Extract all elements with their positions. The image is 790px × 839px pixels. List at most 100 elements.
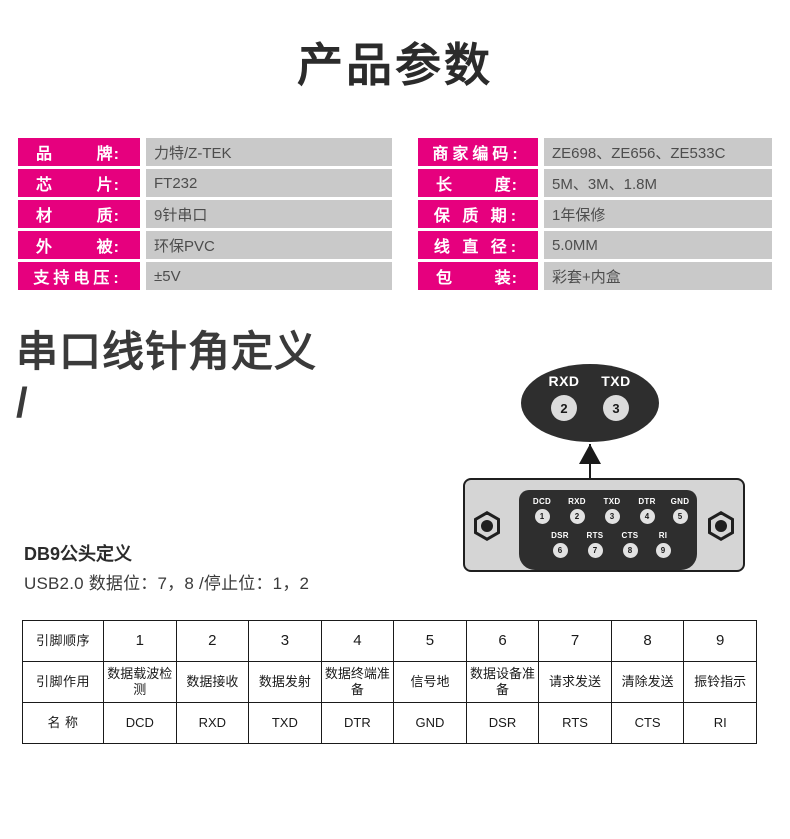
spec-row: 保 质 期: 1年保修 [418, 200, 772, 228]
db9-connector-diagram: DCD 1 RXD 2 TXD 3 DTR 4 GND 5 DSR 6 RTS 7 CTS 8 RI 9 [463, 478, 745, 572]
table-cell: 2 [175, 620, 250, 662]
table-cell: 数据终端准备 [320, 661, 395, 703]
db9-signal-label: RXD [568, 497, 586, 506]
db9-pin: DSR 6 [543, 532, 577, 558]
spec-label: 包 装: [418, 262, 538, 290]
table-cell: RI [683, 702, 757, 744]
spec-value: 力特/Z-TEK [146, 138, 392, 166]
spec-label-text: 材 [36, 208, 54, 225]
spec-row: 芯 片: FT232 [18, 169, 392, 197]
table-cell: 8 [610, 620, 685, 662]
table-cell: TXD [248, 702, 322, 744]
callout-signal-label: RXD [548, 373, 580, 389]
table-row: 引脚作用 数据载波检测 数据接收 数据发射 数据终端准备 信号地 数据设备准备 请求发送 清除发… [22, 661, 757, 703]
section-heading: 串口线针角定义 / [16, 328, 318, 427]
db9-signal-label: DCD [532, 497, 552, 506]
table-cell: 数据接收 [175, 661, 250, 703]
db9-pin: TXD 3 [595, 498, 629, 524]
db9-pin-number: 7 [587, 543, 603, 558]
spec-label-text: 品 [36, 146, 54, 163]
table-cell: 9 [683, 620, 757, 662]
spec-value: FT232 [146, 169, 392, 197]
spec-label: 支持电压: [18, 262, 140, 290]
spec-label-text: 质: [96, 208, 120, 225]
callout-arrow-head-icon [579, 444, 601, 464]
db9-signal-label: CTS [621, 531, 639, 540]
spec-label-text: 被: [96, 239, 120, 256]
db9-caption: DB9公头定义 [24, 544, 133, 564]
db9-pin: RI 9 [646, 532, 680, 558]
spec-label-text: 商家编码: [432, 146, 522, 163]
spec-row: 商家编码: ZE698、ZE656、ZE533C [418, 138, 772, 166]
table-cell: 数据设备准备 [465, 661, 540, 703]
page-title: 产品参数 [297, 39, 493, 91]
db9-subcaption: USB2.0 数据位：7，8 /停止位：1，2 [24, 574, 310, 593]
db9-pin-number: 6 [552, 543, 568, 558]
callout-signal-label: TXD [601, 373, 631, 389]
spec-label-text: 长 [436, 177, 454, 194]
db9-pin: RTS 7 [578, 532, 612, 558]
callout-pin-rxd: RXD 2 [541, 374, 587, 421]
table-cell: GND [393, 702, 467, 744]
db9-pin: DCD 1 [525, 498, 559, 524]
spec-value: ±5V [146, 262, 392, 290]
db9-signal-label: RI [658, 531, 668, 540]
table-cell: 3 [248, 620, 322, 662]
spec-label: 线 直 径: [418, 231, 538, 259]
callout-pin-number: 3 [603, 395, 629, 421]
db9-shell: DCD 1 RXD 2 TXD 3 DTR 4 GND 5 DSR 6 RTS 7 CTS 8 RI 9 [519, 490, 697, 570]
table-cell: DTR [320, 702, 395, 744]
spec-row: 品 牌: 力特/Z-TEK [18, 138, 392, 166]
table-cell: CTS [610, 702, 685, 744]
callout-pin-txd: TXD 3 [593, 374, 639, 421]
table-cell: 请求发送 [538, 661, 612, 703]
spec-value: 5M、3M、1.8M [544, 169, 772, 197]
spec-label: 芯 片: [18, 169, 140, 197]
table-row: 引脚顺序 1 2 3 4 5 6 7 8 9 [22, 620, 757, 662]
spec-label-text: 片: [96, 177, 120, 194]
table-cell: 信号地 [393, 661, 467, 703]
table-cell: 1 [103, 620, 177, 662]
spec-label: 长 度: [418, 169, 538, 197]
spec-label: 保 质 期: [418, 200, 538, 228]
spec-label-text: 保 质 期: [433, 208, 521, 225]
spec-label-text: 度: [494, 177, 518, 194]
spec-label-text: 外 [36, 239, 54, 256]
spec-value: 9针串口 [146, 200, 392, 228]
spec-table-left: 品 牌: 力特/Z-TEK 芯 片: FT232 材 质: 9针串口外 被: 环保PVC 支持电压: ±… [18, 138, 392, 293]
spec-label: 外 被: [18, 231, 140, 259]
callout-pin-number: 2 [551, 395, 577, 421]
spec-row: 线 直 径: 5.0MM [418, 231, 772, 259]
screw-mount-left-icon [474, 511, 500, 541]
table-cell: 7 [538, 620, 612, 662]
db9-pin: CTS 8 [613, 532, 647, 558]
spec-label-text: 芯 [36, 177, 54, 194]
db9-pin-number: 2 [569, 509, 585, 524]
db9-signal-label: DTR [638, 497, 656, 506]
table-row: 名 称 DCD RXD TXD DTR GND DSR RTS CTS RI [22, 702, 757, 744]
db9-signal-label: GND [670, 497, 690, 506]
db9-pin: GND 5 [663, 498, 697, 524]
spec-row: 材 质: 9针串口 [18, 200, 392, 228]
table-cell: 振铃指示 [683, 661, 757, 703]
spec-value: ZE698、ZE656、ZE533C [544, 138, 772, 166]
db9-pin-number: 4 [639, 509, 655, 524]
spec-label-text: 线 直 径: [433, 239, 521, 256]
db9-pin-number: 8 [622, 543, 638, 558]
db9-pin: RXD 2 [560, 498, 594, 524]
db9-pin-number: 1 [534, 509, 550, 524]
table-cell: 清除发送 [610, 661, 685, 703]
spec-value: 彩套+内盒 [544, 262, 772, 290]
spec-label-text: 装: [494, 270, 518, 287]
screw-mount-right-icon [708, 511, 734, 541]
spec-value: 5.0MM [544, 231, 772, 259]
spec-label: 品 牌: [18, 138, 140, 166]
table-cell: DCD [103, 702, 177, 744]
table-cell: DSR [465, 702, 540, 744]
table-row-header: 引脚作用 [22, 661, 104, 703]
table-row-header: 引脚顺序 [22, 620, 104, 662]
spec-label: 商家编码: [418, 138, 538, 166]
spec-row: 包 装: 彩套+内盒 [418, 262, 772, 290]
db9-signal-label: DSR [551, 531, 569, 540]
spec-label: 材 质: [18, 200, 140, 228]
